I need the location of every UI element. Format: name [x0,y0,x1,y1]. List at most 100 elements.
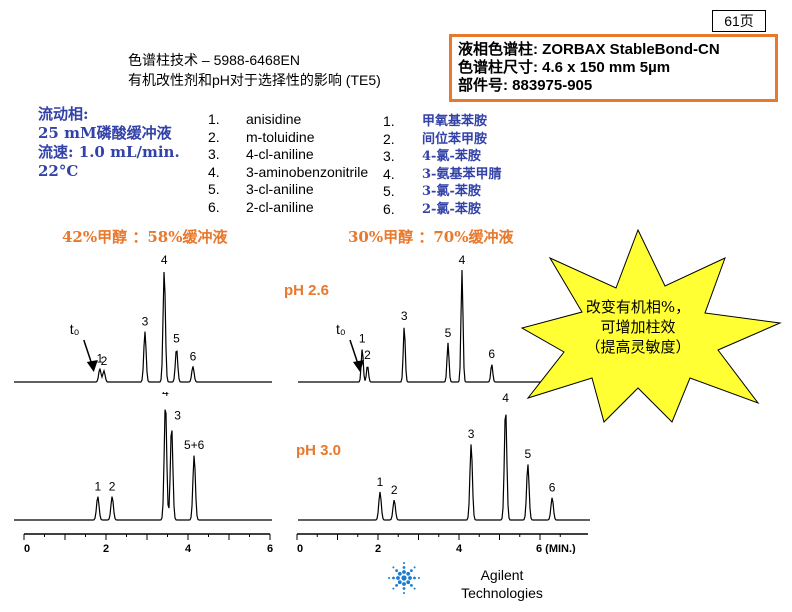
peak-label: 1 [94,479,101,493]
peak-label: 1 [359,331,366,345]
peak-label: 2 [109,479,116,493]
list-number: 6. [383,200,395,217]
logo-dot [418,577,420,579]
peak-label: 2 [364,348,371,362]
logo-line-2: Technologies [461,585,543,601]
page-number: 61页 [712,10,766,32]
peak-label: 6 [488,347,495,361]
x-tick-label: 0 [297,543,303,554]
list-item: 2. m-toluidine [208,128,315,145]
logo-line-1: Agilent [480,567,524,583]
list-item: 3. 4-cl-aniline [208,146,314,162]
list-number: 3. [383,148,395,164]
column-info-line-2: 色谱柱尺寸: 4.6 x 150 mm 5µm [458,59,671,76]
logo-dot [392,566,395,569]
logo-dot [406,580,411,585]
mobile-phase-line-3: 流速: 1.0 mL/min. [38,143,180,161]
header-line-2: 有机改性剂和pH对于选择性的影响 (TE5) [128,72,381,88]
peak-label: 3 [468,427,475,441]
logo-dot [413,587,416,590]
callout-line-3: （提高灵敏度） [585,338,691,356]
peak-label: 5 [525,447,532,461]
x-tick-label: 0 [24,543,30,554]
ph-label-top: pH 2.6 [284,282,330,299]
logo-dot [403,562,405,564]
list-number: 4. [383,165,395,182]
mobile-phase-line-2: 25 mM磷酸缓冲液 [38,124,172,142]
peak-label: 4 [162,392,169,399]
logo-dot [408,576,412,580]
x-tick-label: 4 [185,543,192,554]
callout-line-2: 可增加柱效 [600,318,676,336]
list-number: 2. [383,130,395,147]
logo-dot [402,582,406,586]
logo-dot [410,584,413,587]
column-info-line-3: 部件号: 883975-905 [458,77,593,94]
agilent-spark-logo [388,562,420,594]
logo-dot [392,576,395,580]
t0-arrow-head [86,360,98,372]
logo-dot [403,592,405,594]
list-item: 6. 2-cl-aniline [208,198,314,215]
logo-dot [395,584,398,587]
condition-right: 30%甲醇 ：70%缓冲液 [348,228,514,246]
peak-label: 6 [190,349,197,363]
chromatogram-30pct-ph26: 1 2 3 5 4 6 t₀ [298,253,556,383]
column-info-line-1: 液相色谱柱: ZORBAX StableBond-CN [458,41,720,58]
list-item: 5. 3-cl-aniline [208,181,314,197]
logo-dot [402,587,406,590]
logo-dot [388,577,390,579]
peak-label: 1 [377,475,384,489]
list-number: 5. [383,183,395,199]
t0-label: t₀ [70,321,80,337]
chromatogram-trace [14,271,272,383]
chromatogram-trace [14,409,272,521]
peak-label: 3 [174,409,181,423]
mobile-phase-block: 流动相: 25 mM磷酸缓冲液 流速: 1.0 mL/min. 22°C [38,105,180,181]
peak-label: 2 [101,354,108,368]
logo-dot [392,587,395,590]
list-item: 2-氯-苯胺 [422,201,481,217]
x-tick-label: 2 [103,543,109,554]
t0-arrow-head [353,360,364,372]
list-item: 3-氨基苯甲腈 [422,166,502,182]
logo-dot [406,571,411,576]
peak-label: 4 [502,392,509,405]
callout-line-1: 改变有机相%， [585,298,691,316]
x-tick-label: 6 (MIN.) [536,543,576,554]
slide-header: 色谱柱技术 – 5988-6468EN 有机改性剂和pH对于选择性的影响 (TE… [128,50,381,90]
logo-dot [402,570,406,574]
peak-label: 4 [161,253,168,267]
logo-dot [395,569,398,572]
starburst-callout-text: 改变有机相%， 可增加柱效 （提高灵敏度） [582,297,694,357]
list-item: 3-氯-苯胺 [422,184,481,199]
peak-label: 2 [391,483,398,497]
agilent-logo-text: Agilent Technologies [442,566,562,602]
logo-dot [402,566,406,569]
peak-label: 5 [173,331,180,345]
peak-label: 5+6 [184,438,205,452]
list-item: 4. 3-aminobenzonitrile [208,163,369,180]
logo-dot [397,571,402,576]
t0-label: t₀ [336,321,346,337]
list-item: 间位苯甲胺 [422,131,488,147]
list-item: 4-氯-苯胺 [422,149,481,164]
mobile-phase-line-4: 22°C [38,162,79,180]
logo-center-dot [401,575,407,581]
peak-label: 4 [459,253,466,267]
logo-dot [413,576,416,580]
peak-label: 3 [142,315,149,329]
compound-list-en: 1. anisidine 2. m-toluidine 3. 4-cl-aniline… [208,111,368,216]
peak-label: 5 [445,326,452,340]
t0-arrow-shaft [349,339,359,365]
x-tick-label: 2 [375,543,381,554]
logo-dot [397,580,402,585]
logo-dot [413,566,416,569]
peak-label: 6 [549,481,556,495]
list-item: 甲氧基苯胺 [422,114,488,129]
column-info-box: 液相色谱柱: ZORBAX StableBond-CN 色谱柱尺寸: 4.6 x… [449,34,778,102]
x-tick-label: 4 [456,543,463,554]
